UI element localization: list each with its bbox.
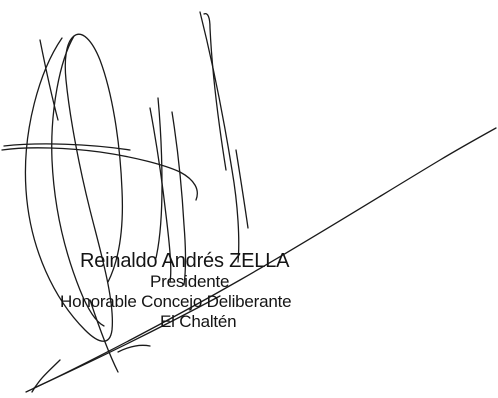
signer-place: El Chaltén [160, 312, 237, 331]
signer-name: Reinaldo Andrés ZELLA [80, 250, 290, 272]
signer-organization: Honorable Concejo Deliberante [60, 292, 292, 311]
signer-role: Presidente [150, 272, 230, 291]
